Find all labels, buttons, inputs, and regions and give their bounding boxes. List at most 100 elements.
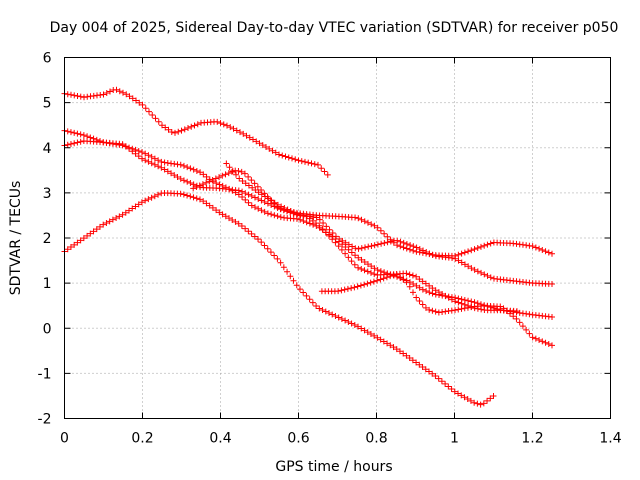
data-point bbox=[251, 180, 258, 187]
data-point bbox=[233, 127, 240, 134]
data-point bbox=[357, 282, 364, 289]
data-point bbox=[245, 182, 252, 189]
data-point bbox=[468, 247, 475, 254]
data-point bbox=[384, 233, 391, 240]
data-point bbox=[526, 330, 533, 337]
data-point bbox=[258, 187, 265, 194]
data-point bbox=[305, 159, 312, 166]
data-point bbox=[316, 305, 323, 312]
data-point bbox=[403, 279, 410, 286]
data-point bbox=[413, 244, 420, 251]
data-point bbox=[435, 289, 442, 296]
data-point bbox=[129, 148, 136, 155]
data-point bbox=[342, 317, 349, 324]
data-point bbox=[468, 304, 475, 311]
data-point bbox=[283, 208, 290, 215]
data-point bbox=[287, 273, 294, 280]
data-point bbox=[184, 164, 191, 171]
y-tick-label: 1 bbox=[43, 276, 52, 292]
data-point bbox=[322, 308, 329, 315]
data-point bbox=[413, 294, 420, 301]
data-point bbox=[71, 140, 78, 147]
data-point bbox=[381, 230, 388, 237]
data-point bbox=[351, 321, 358, 328]
data-point bbox=[251, 233, 258, 240]
data-point bbox=[256, 140, 263, 147]
data-point bbox=[316, 222, 323, 229]
data-point bbox=[407, 242, 414, 249]
data-point bbox=[238, 223, 245, 230]
data-point bbox=[120, 89, 126, 96]
data-point bbox=[145, 196, 152, 203]
x-tick-label: 0 bbox=[60, 431, 69, 447]
data-point bbox=[223, 160, 230, 167]
data-point bbox=[159, 122, 165, 129]
data-point bbox=[355, 264, 362, 271]
data-point bbox=[290, 210, 297, 217]
data-point bbox=[465, 302, 472, 309]
data-point bbox=[403, 241, 410, 248]
data-point bbox=[236, 175, 243, 182]
data-point bbox=[471, 246, 478, 253]
y-tick-label: 2 bbox=[43, 231, 52, 247]
data-point bbox=[190, 194, 197, 201]
data-point bbox=[135, 147, 142, 154]
plot-frame bbox=[64, 57, 611, 419]
data-point bbox=[142, 157, 149, 164]
data-point bbox=[228, 168, 235, 175]
data-point bbox=[345, 241, 352, 248]
data-point bbox=[152, 115, 159, 122]
data-point bbox=[239, 178, 246, 185]
data-point bbox=[419, 301, 426, 308]
data-point bbox=[249, 184, 256, 191]
data-point bbox=[258, 197, 265, 204]
data-point bbox=[142, 197, 149, 204]
data-point bbox=[329, 236, 336, 243]
data-point bbox=[241, 170, 248, 177]
data-point bbox=[274, 213, 281, 220]
data-point bbox=[409, 357, 416, 364]
data-point bbox=[403, 352, 410, 359]
data-point bbox=[212, 175, 219, 182]
data-point bbox=[190, 166, 197, 173]
data-point bbox=[74, 139, 81, 146]
data-point bbox=[455, 251, 462, 258]
data-point bbox=[266, 145, 273, 152]
data-point bbox=[235, 220, 242, 227]
data-point bbox=[458, 259, 465, 266]
data-point bbox=[264, 245, 271, 252]
data-point bbox=[71, 92, 78, 99]
data-point bbox=[135, 201, 142, 208]
data-point bbox=[465, 248, 472, 255]
data-point bbox=[345, 246, 352, 253]
series-track-4 bbox=[223, 160, 555, 288]
data-point bbox=[320, 219, 327, 226]
data-point bbox=[67, 141, 74, 147]
data-point bbox=[396, 348, 403, 355]
data-point bbox=[232, 218, 239, 225]
data-point bbox=[429, 290, 436, 297]
data-point bbox=[255, 236, 262, 243]
data-point bbox=[358, 325, 365, 332]
data-point bbox=[465, 263, 472, 270]
data-point bbox=[100, 91, 107, 98]
data-point bbox=[282, 153, 289, 160]
data-point bbox=[168, 128, 175, 135]
data-point bbox=[461, 261, 468, 268]
data-point bbox=[471, 266, 478, 273]
data-point bbox=[416, 361, 423, 368]
data-point bbox=[253, 138, 260, 145]
data-point bbox=[311, 161, 318, 168]
data-point bbox=[259, 142, 266, 149]
data-point bbox=[200, 171, 207, 178]
data-point bbox=[536, 245, 543, 252]
data-point bbox=[181, 126, 188, 133]
y-tick-label: -2 bbox=[38, 412, 52, 428]
data-point bbox=[451, 388, 458, 395]
data-point bbox=[162, 124, 169, 131]
data-point bbox=[190, 185, 197, 192]
data-point bbox=[77, 93, 84, 100]
data-point bbox=[536, 337, 543, 344]
data-point bbox=[71, 129, 78, 136]
data-point bbox=[184, 192, 191, 199]
